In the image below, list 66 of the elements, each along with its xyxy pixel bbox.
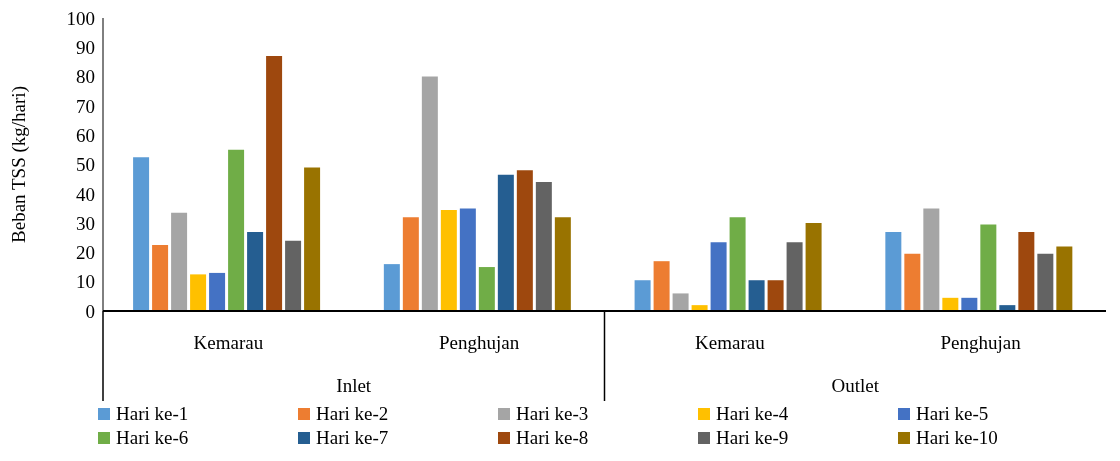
bar bbox=[1037, 253, 1054, 311]
x-tick-label: Kemarau bbox=[695, 332, 766, 353]
bar bbox=[923, 208, 940, 311]
y-tick-label: 50 bbox=[76, 154, 95, 176]
x-tick-label: Kemarau bbox=[193, 332, 264, 353]
y-tick-label: 80 bbox=[76, 66, 95, 88]
bar bbox=[748, 280, 765, 311]
bar bbox=[942, 297, 959, 311]
bar bbox=[190, 274, 207, 311]
y-tick-label: 10 bbox=[76, 271, 95, 293]
legend-label: Hari ke-2 bbox=[316, 403, 389, 425]
bar bbox=[133, 157, 150, 311]
bar bbox=[228, 149, 245, 311]
bar bbox=[497, 174, 514, 311]
bar bbox=[554, 217, 571, 311]
bar bbox=[1056, 246, 1073, 311]
bar bbox=[729, 217, 746, 311]
bar bbox=[247, 231, 264, 311]
text: Outlet bbox=[831, 375, 880, 396]
legend-label: Hari ke-3 bbox=[516, 403, 589, 425]
bar bbox=[885, 231, 902, 311]
y-tick-label: 70 bbox=[76, 95, 95, 117]
y-tick-label: 30 bbox=[76, 212, 95, 234]
bar bbox=[710, 242, 727, 311]
legend-label: Hari ke-7 bbox=[316, 427, 389, 449]
legend-label: Hari ke-6 bbox=[116, 427, 189, 449]
bar bbox=[904, 253, 921, 311]
y-tick-label: 0 bbox=[85, 300, 95, 322]
bar bbox=[1018, 231, 1035, 311]
bar bbox=[767, 280, 784, 311]
bar bbox=[440, 209, 457, 311]
x-tick-label: Penghujan bbox=[439, 332, 520, 353]
bar bbox=[285, 240, 302, 311]
y-tick-label: 40 bbox=[76, 183, 95, 205]
bar bbox=[672, 293, 689, 311]
bar bbox=[152, 245, 169, 311]
y-tick-label: 60 bbox=[76, 124, 95, 146]
x-tick-label: Penghujan bbox=[940, 332, 1022, 353]
bar bbox=[786, 242, 803, 311]
bar bbox=[478, 267, 495, 311]
bar bbox=[535, 182, 552, 311]
y-tick-label: 20 bbox=[76, 242, 95, 264]
bar bbox=[653, 261, 670, 311]
bar bbox=[459, 208, 476, 311]
bar bbox=[209, 272, 226, 311]
y-tick-label: 100 bbox=[66, 7, 95, 29]
bar bbox=[516, 170, 533, 311]
bar bbox=[266, 56, 283, 311]
legend-label: Hari ke-8 bbox=[516, 427, 589, 449]
legend-label: Hari ke-1 bbox=[116, 403, 189, 425]
legend-label: Hari ke-5 bbox=[916, 403, 989, 425]
bar bbox=[805, 223, 822, 311]
bar bbox=[402, 217, 419, 311]
y-axis-title: Beban TSS (kg/hari) bbox=[7, 86, 30, 243]
legend-label: Hari ke-4 bbox=[716, 403, 789, 425]
bar bbox=[421, 76, 438, 311]
text: Inlet bbox=[336, 375, 372, 396]
bar bbox=[383, 264, 400, 311]
bar bbox=[171, 212, 188, 311]
bar bbox=[961, 297, 978, 311]
bar bbox=[980, 224, 997, 311]
legend-label: Hari ke-9 bbox=[716, 427, 789, 449]
bar bbox=[304, 167, 321, 311]
bar bbox=[634, 280, 651, 311]
y-tick-label: 90 bbox=[76, 37, 95, 59]
legend-label: Hari ke-10 bbox=[916, 427, 998, 449]
